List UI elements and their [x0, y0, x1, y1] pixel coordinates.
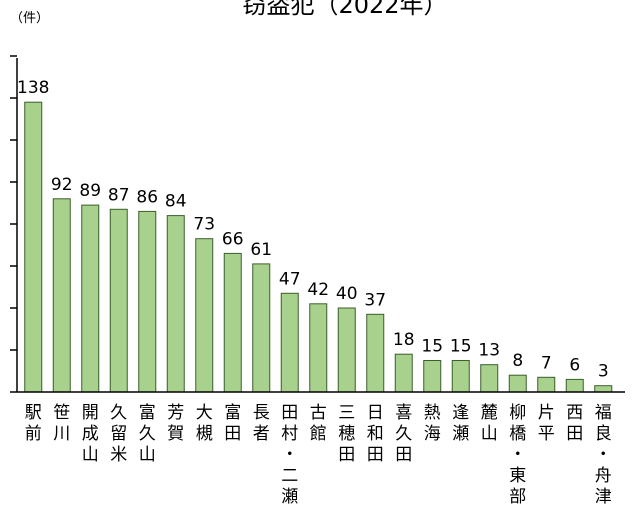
bar [537, 376, 556, 393]
category-label: 開成山 [82, 403, 99, 465]
bar [394, 353, 413, 393]
bar [594, 385, 613, 393]
bar [138, 210, 157, 393]
bar [337, 307, 356, 393]
category-label: 大槻 [196, 403, 213, 444]
data-label: 89 [79, 181, 101, 201]
bar [195, 238, 214, 393]
data-label: 7 [541, 353, 552, 373]
bar [109, 208, 128, 393]
data-label: 15 [421, 337, 443, 357]
data-label: 47 [279, 269, 301, 289]
category-label: 福良・舟津 [595, 403, 612, 507]
bar [52, 198, 71, 393]
bar [423, 360, 442, 393]
data-label: 66 [222, 229, 244, 249]
bar [480, 364, 499, 393]
category-label: 柳橋・東部 [509, 403, 526, 507]
category-label: 久留米 [110, 403, 127, 465]
data-label: 37 [364, 290, 386, 310]
category-label: 駅前 [25, 403, 42, 444]
data-label: 73 [193, 215, 215, 235]
data-label: 40 [336, 284, 358, 304]
data-label: 138 [17, 78, 49, 98]
bar [252, 263, 271, 393]
data-label: 13 [478, 341, 500, 361]
category-label: 古館 [310, 403, 327, 444]
category-label: 笹川 [53, 403, 70, 444]
bar [81, 204, 100, 393]
bar [451, 360, 470, 393]
data-label: 6 [569, 355, 580, 375]
data-label: 86 [136, 187, 158, 207]
bars-group [24, 101, 613, 393]
data-label: 18 [393, 330, 415, 350]
category-label: 長者 [253, 403, 270, 444]
data-label: 42 [307, 280, 329, 300]
bar [280, 292, 299, 393]
category-label: 富久山 [139, 403, 156, 465]
data-label: 84 [165, 192, 187, 212]
data-label: 8 [512, 351, 523, 371]
data-label: 92 [51, 175, 73, 195]
chart-title: 窃盗犯（2022年） [242, 0, 447, 19]
category-labels-group: 駅前笹川開成山久留米富久山芳賀大槻富田長者田村・二瀬古館三穂田日和田喜久田熱海逢… [25, 403, 612, 507]
bar [24, 101, 43, 393]
category-label: 富田 [224, 403, 241, 444]
data-label: 3 [598, 362, 609, 382]
category-label: 喜久田 [395, 403, 412, 465]
bar [223, 252, 242, 393]
unit-label: （件） [10, 11, 49, 26]
category-label: 逢瀬 [452, 403, 469, 444]
bar [565, 378, 584, 393]
y-axis-ticks [10, 55, 17, 393]
category-label: 熱海 [424, 403, 441, 444]
bar [166, 215, 185, 393]
category-label: 西田 [566, 403, 583, 444]
category-label: 麓山 [481, 403, 498, 444]
category-label: 三穂田 [338, 403, 355, 465]
bar [309, 303, 328, 393]
data-label: 87 [108, 185, 130, 205]
category-label: 日和田 [367, 403, 384, 465]
category-label: 田村・二瀬 [281, 403, 298, 507]
bar [508, 374, 527, 393]
category-label: 片平 [538, 403, 555, 444]
category-label: 芳賀 [167, 403, 184, 444]
bar [366, 313, 385, 393]
data-label: 61 [250, 240, 272, 260]
data-label: 15 [450, 337, 472, 357]
